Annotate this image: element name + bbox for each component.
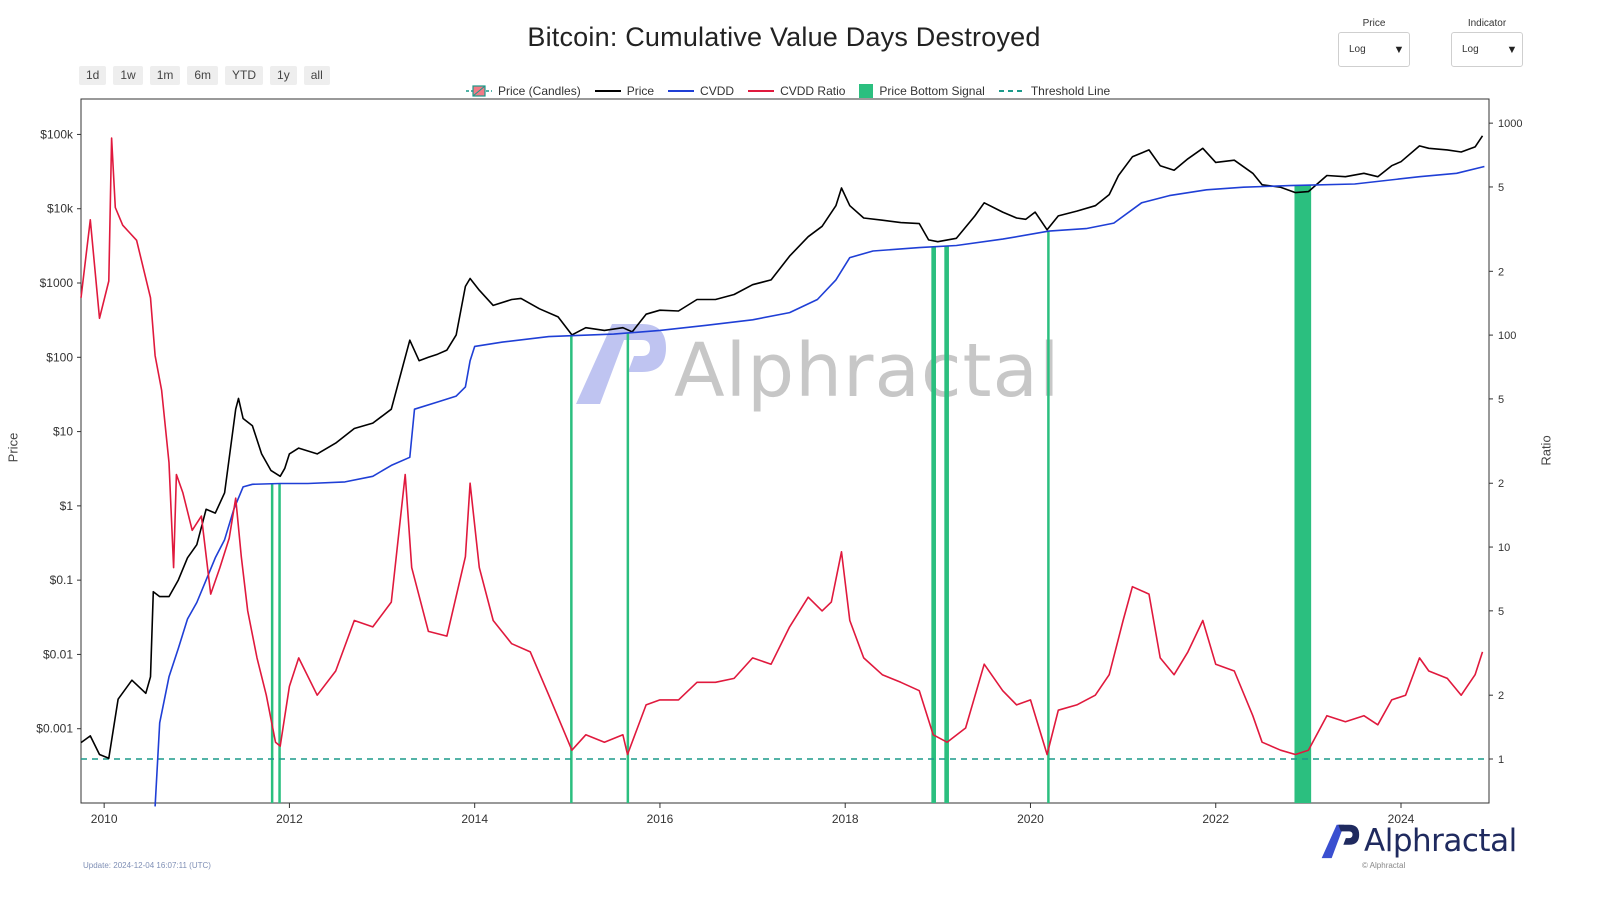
bottom-signal-bar	[931, 246, 936, 804]
y-right-tick-label: 1	[1498, 754, 1504, 766]
cvdd-line	[154, 165, 1485, 807]
price-line	[80, 135, 1484, 760]
bottom-signal-bar	[570, 335, 573, 803]
y-right-tick-label: 5	[1498, 182, 1504, 194]
x-tick-label: 2022	[1202, 812, 1229, 826]
line-legend-icon	[748, 90, 775, 92]
price-scale-value: Log	[1349, 44, 1366, 55]
bottom-signal-bar	[278, 483, 281, 803]
y-right-tick-label: 5	[1498, 606, 1504, 618]
bottom-signal-bars	[270, 185, 1312, 804]
y-right-tick-label: 10	[1498, 542, 1510, 554]
plot-border	[80, 98, 1490, 804]
y-right-tick-label: 100	[1498, 330, 1516, 342]
y-right-tick-label: 2	[1498, 266, 1504, 278]
range-ytd-button[interactable]: YTD	[225, 66, 264, 85]
legend-label: CVDD Ratio	[780, 84, 846, 98]
chart-legend: Price (Candles) Price CVDD CVDD Ratio Pr…	[466, 84, 1110, 98]
legend-label: Threshold Line	[1030, 84, 1111, 98]
bottom-signal-bar	[270, 483, 274, 803]
line-legend-icon	[594, 90, 621, 92]
x-tick-label: 2014	[461, 812, 488, 826]
y-right-tick-label: 1000	[1498, 118, 1522, 130]
range-6m-button[interactable]: 6m	[187, 66, 219, 85]
legend-item-cvdd[interactable]: CVDD	[668, 84, 734, 98]
x-tick-label: 2024	[1388, 812, 1415, 826]
y-right-tick-label: 2	[1498, 478, 1504, 490]
line-legend-icon	[668, 90, 695, 92]
y-left-tick-label: $10	[53, 425, 73, 439]
range-1y-button[interactable]: 1y	[270, 66, 297, 85]
indicator-scale-value: Log	[1462, 44, 1479, 55]
legend-label: Price (Candles)	[498, 84, 581, 98]
range-1m-button[interactable]: 1m	[149, 66, 181, 85]
y-left-tick-label: $0.1	[50, 573, 74, 587]
candle-legend-icon	[466, 85, 492, 97]
alphractal-logo-icon	[1321, 824, 1360, 859]
bottom-signal-bar	[1047, 231, 1050, 803]
y-left-tick-label: $0.01	[43, 647, 73, 661]
range-selector: 1d 1w 1m 6m YTD 1y all	[79, 66, 330, 85]
y-left-tick-label: $0.001	[36, 722, 73, 736]
y-axis-left-title: Price	[5, 432, 21, 463]
cvdd-ratio-line	[80, 137, 1484, 756]
brand-logo: Alphractal	[1320, 822, 1517, 860]
watermark-text: Alphractal	[674, 328, 1061, 414]
indicator-scale-label: Indicator	[1467, 18, 1507, 29]
x-tick-label: 2010	[91, 812, 118, 826]
chart-title: Bitcoin: Cumulative Value Days Destroyed	[527, 22, 1041, 52]
x-tick-label: 2020	[1017, 812, 1044, 826]
legend-item-price-candles[interactable]: Price (Candles)	[466, 84, 581, 98]
y-right-tick-label: 5	[1498, 394, 1504, 406]
dropdown-arrow-icon: ▼	[1393, 43, 1405, 56]
legend-item-price[interactable]: Price	[594, 84, 655, 98]
price-scale-dropdown: Price Log ▼	[1338, 18, 1410, 67]
axes: $0.001 $0.01 $0.1 $1 $10 $100 $1000 $10k $100k 1 2…	[36, 118, 1522, 826]
indicator-scale-dropdown: Indicator Log ▼	[1451, 18, 1523, 67]
range-all-button[interactable]: all	[303, 66, 330, 85]
range-1w-button[interactable]: 1w	[113, 66, 143, 85]
legend-item-price-bottom-signal[interactable]: Price Bottom Signal	[859, 84, 985, 98]
series-lines	[80, 135, 1489, 807]
y-left-tick-label: $1	[60, 499, 74, 513]
legend-item-threshold-line[interactable]: Threshold Line	[998, 84, 1111, 98]
y-left-tick-label: $100k	[40, 127, 74, 141]
indicator-scale-select[interactable]: Log ▼	[1451, 32, 1523, 67]
x-tick-label: 2012	[276, 812, 303, 826]
y-left-tick-label: $10k	[47, 202, 74, 216]
logo-text: Alphractal	[1364, 823, 1517, 859]
update-timestamp: Update: 2024-12-04 16:07:11 (UTC)	[83, 861, 211, 870]
legend-label: Price Bottom Signal	[879, 84, 985, 98]
range-1d-button[interactable]: 1d	[79, 66, 107, 85]
y-right-tick-label: 2	[1498, 690, 1504, 702]
bottom-signal-bar	[626, 333, 630, 803]
dropdown-arrow-icon: ▼	[1506, 43, 1518, 56]
legend-item-cvdd-ratio[interactable]: CVDD Ratio	[748, 84, 845, 98]
bottom-signal-bar	[1294, 185, 1312, 803]
y-left-tick-label: $1000	[40, 276, 74, 290]
x-tick-label: 2018	[832, 812, 859, 826]
copyright-text: © Alphractal	[1362, 861, 1406, 870]
y-left-tick-label: $100	[46, 350, 73, 364]
legend-label: Price	[626, 84, 655, 98]
x-tick-label: 2016	[647, 812, 674, 826]
bottom-signal-bar	[944, 246, 949, 803]
legend-label: CVDD	[700, 84, 735, 98]
price-scale-label: Price	[1362, 18, 1386, 29]
price-scale-select[interactable]: Log ▼	[1338, 32, 1410, 67]
plot-frame	[80, 98, 1490, 804]
dash-legend-icon	[998, 90, 1025, 92]
box-legend-icon	[859, 84, 874, 98]
y-axis-right-title: Ratio	[1538, 435, 1554, 466]
